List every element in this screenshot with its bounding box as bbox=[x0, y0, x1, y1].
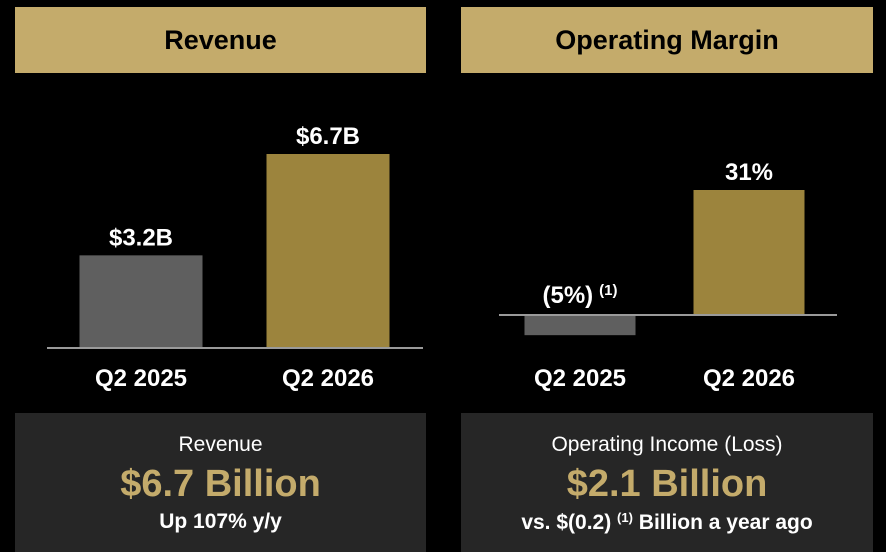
operating-margin-chart: (5%) (1) Q2 2025 31% Q2 2026 bbox=[461, 80, 873, 400]
operating-margin-category-label-0: Q2 2025 bbox=[534, 365, 626, 392]
revenue-category-label-1: Q2 2026 bbox=[282, 365, 374, 392]
operating-margin-bar-chart: (5%) (1) Q2 2025 31% Q2 2026 bbox=[499, 159, 837, 392]
revenue-bar-0 bbox=[79, 255, 203, 348]
revenue-data-label-1: $6.7B bbox=[296, 123, 360, 150]
revenue-summary-note: Up 107% y/y bbox=[159, 510, 282, 533]
operating-income-summary-value: $2.1 Billion bbox=[566, 463, 768, 505]
revenue-summary-box: Revenue $6.7 Billion Up 107% y/y bbox=[15, 413, 426, 552]
operating-income-note-pre: vs. $(0.2) bbox=[521, 511, 612, 534]
operating-margin-bar-1 bbox=[693, 190, 805, 315]
revenue-summary-value: $6.7 Billion bbox=[120, 463, 321, 505]
revenue-bar-chart: $3.2B Q2 2025 $6.7B Q2 2026 bbox=[47, 123, 423, 392]
operating-margin-header: Operating Margin bbox=[461, 7, 873, 73]
operating-margin-panel: Operating Margin (5%) (1) Q2 2025 31% Q2 202… bbox=[461, 0, 873, 552]
revenue-summary-label: Revenue bbox=[178, 433, 263, 456]
operating-income-summary-note: vs. $(0.2) (1) Billion a year ago bbox=[461, 510, 873, 535]
operating-margin-data-label-footnote-0: (1) bbox=[599, 282, 617, 299]
operating-margin-category-label-1: Q2 2026 bbox=[703, 365, 795, 392]
revenue-header: Revenue bbox=[15, 7, 426, 73]
revenue-data-label-0: $3.2B bbox=[109, 224, 173, 251]
revenue-bar-1 bbox=[266, 154, 390, 348]
revenue-chart: $3.2B Q2 2025 $6.7B Q2 2026 bbox=[15, 80, 426, 400]
operating-income-note-footnote: (1) bbox=[617, 510, 633, 525]
operating-margin-data-label-0: (5%) (1) bbox=[542, 282, 617, 309]
operating-margin-bar-0 bbox=[524, 315, 636, 336]
operating-income-summary-label: Operating Income (Loss) bbox=[551, 433, 783, 456]
revenue-category-label-0: Q2 2025 bbox=[95, 365, 187, 392]
revenue-panel: Revenue $3.2B Q2 2025 $6.7B Q2 2026 Revenue… bbox=[15, 0, 426, 552]
operating-income-note-post: Billion a year ago bbox=[638, 511, 813, 534]
operating-income-summary-box: Operating Income (Loss) $2.1 Billion vs.… bbox=[461, 413, 873, 552]
operating-margin-data-label-1: 31% bbox=[725, 159, 773, 186]
